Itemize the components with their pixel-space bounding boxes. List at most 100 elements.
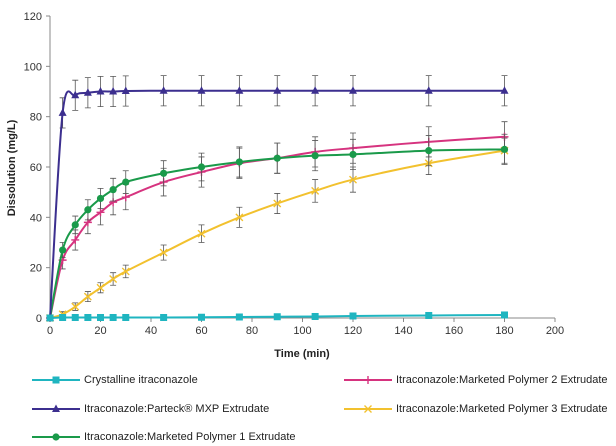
- legend-item-parteck: Itraconazole:Parteck® MXP Extrudate: [32, 403, 269, 415]
- data-point: [96, 87, 105, 95]
- data-point: [96, 208, 105, 217]
- series-crystalline: [46, 311, 508, 322]
- x-tick-label: 200: [546, 325, 564, 337]
- data-point: [71, 221, 79, 229]
- legend-item-polymer-2: Itraconazole:Marketed Polymer 2 Extrudat…: [344, 374, 608, 386]
- x-tick-label: 60: [195, 325, 207, 337]
- y-tick-label: 120: [24, 11, 42, 23]
- data-point: [97, 313, 104, 321]
- data-point: [273, 86, 282, 94]
- series-line: [49, 148, 505, 319]
- y-tick-label: 100: [24, 61, 42, 73]
- data-point: [349, 86, 357, 94]
- x-tick-label: 160: [445, 325, 463, 337]
- data-point: [273, 313, 281, 321]
- x-tick-label: 80: [246, 325, 258, 337]
- data-point: [59, 246, 67, 254]
- legend-marker: [52, 433, 60, 441]
- data-point: [121, 86, 130, 94]
- data-point: [311, 312, 319, 320]
- data-point: [122, 178, 130, 186]
- legend-swatch-polymer-2: [344, 376, 392, 384]
- data-point: [71, 235, 80, 244]
- data-point: [273, 199, 282, 208]
- series-line: [49, 149, 505, 319]
- data-point: [59, 313, 67, 321]
- legend-label-parteck: Itraconazole:Parteck® MXP Extrudate: [84, 403, 270, 415]
- data-point: [121, 267, 130, 276]
- series-line: [49, 89, 505, 319]
- legend-marker: [364, 405, 372, 413]
- data-point: [109, 274, 118, 283]
- y-axis-title: Dissolution (mg/L): [6, 119, 18, 216]
- data-point: [424, 86, 433, 94]
- legend-label-polymer-3: Itraconazole:Marketed Polymer 3 Extrudat…: [396, 403, 608, 415]
- x-tick-label: 40: [145, 325, 157, 337]
- data-point: [349, 150, 357, 159]
- data-point: [197, 229, 206, 238]
- y-tick-label: 60: [30, 162, 42, 174]
- series-polymer-1: [46, 133, 509, 322]
- y-tick-label: 20: [30, 263, 42, 275]
- series-parteck: [46, 75, 509, 321]
- y-tick-label: 40: [30, 212, 42, 224]
- x-tick-label: 140: [394, 325, 412, 337]
- legend-swatch-crystalline: [32, 376, 80, 384]
- data-point: [235, 213, 244, 222]
- data-point: [311, 86, 320, 94]
- data-point: [58, 108, 67, 116]
- x-axis-title: Time (min): [274, 348, 330, 360]
- data-point: [83, 88, 92, 96]
- legend-marker: [52, 404, 60, 412]
- data-point: [71, 313, 79, 321]
- legend-label-crystalline: Crystalline itraconazole: [84, 374, 198, 386]
- data-point: [500, 145, 509, 153]
- data-point: [121, 193, 130, 202]
- x-tick-label: 20: [94, 325, 106, 337]
- data-point: [159, 248, 168, 257]
- data-point: [84, 206, 92, 214]
- data-point: [197, 163, 206, 171]
- x-tick-label: 0: [47, 325, 53, 337]
- y-tick-label: 80: [30, 112, 42, 124]
- data-point: [235, 313, 243, 321]
- legend-swatch-parteck: [32, 404, 80, 412]
- legend-marker: [52, 376, 60, 384]
- data-point: [273, 154, 281, 162]
- data-point: [122, 313, 130, 321]
- data-point: [349, 312, 357, 320]
- legend-item-polymer-3: Itraconazole:Marketed Polymer 3 Extrudat…: [344, 403, 608, 415]
- data-point: [96, 194, 105, 203]
- x-tick-label: 120: [344, 325, 362, 337]
- data-point: [109, 87, 118, 95]
- x-tick-label: 100: [293, 325, 311, 337]
- legend-item-crystalline: Crystalline itraconazole: [32, 374, 198, 386]
- data-point: [159, 86, 168, 94]
- data-point: [311, 152, 319, 160]
- data-point: [500, 86, 509, 94]
- data-point: [349, 175, 357, 184]
- data-point: [198, 313, 205, 321]
- data-point: [96, 283, 105, 292]
- data-point: [501, 311, 508, 319]
- data-point: [84, 313, 92, 321]
- data-point: [160, 169, 168, 177]
- legend-swatch-polymer-1: [32, 433, 80, 441]
- legend-item-polymer-1: Itraconazole:Marketed Polymer 1 Extrudat…: [32, 431, 296, 443]
- legend-label-polymer-2: Itraconazole:Marketed Polymer 2 Extrudat…: [396, 374, 608, 386]
- data-point: [83, 292, 92, 301]
- data-point: [109, 313, 117, 321]
- data-point: [425, 147, 433, 155]
- x-tick-label: 180: [495, 325, 513, 337]
- data-point: [71, 90, 80, 99]
- legend-marker: [364, 376, 372, 384]
- data-point: [311, 186, 320, 195]
- data-point: [71, 302, 80, 311]
- data-point: [425, 311, 433, 319]
- data-point: [160, 313, 168, 321]
- data-point: [46, 314, 54, 322]
- data-point: [197, 86, 206, 94]
- data-point: [109, 186, 117, 194]
- data-point: [235, 86, 244, 94]
